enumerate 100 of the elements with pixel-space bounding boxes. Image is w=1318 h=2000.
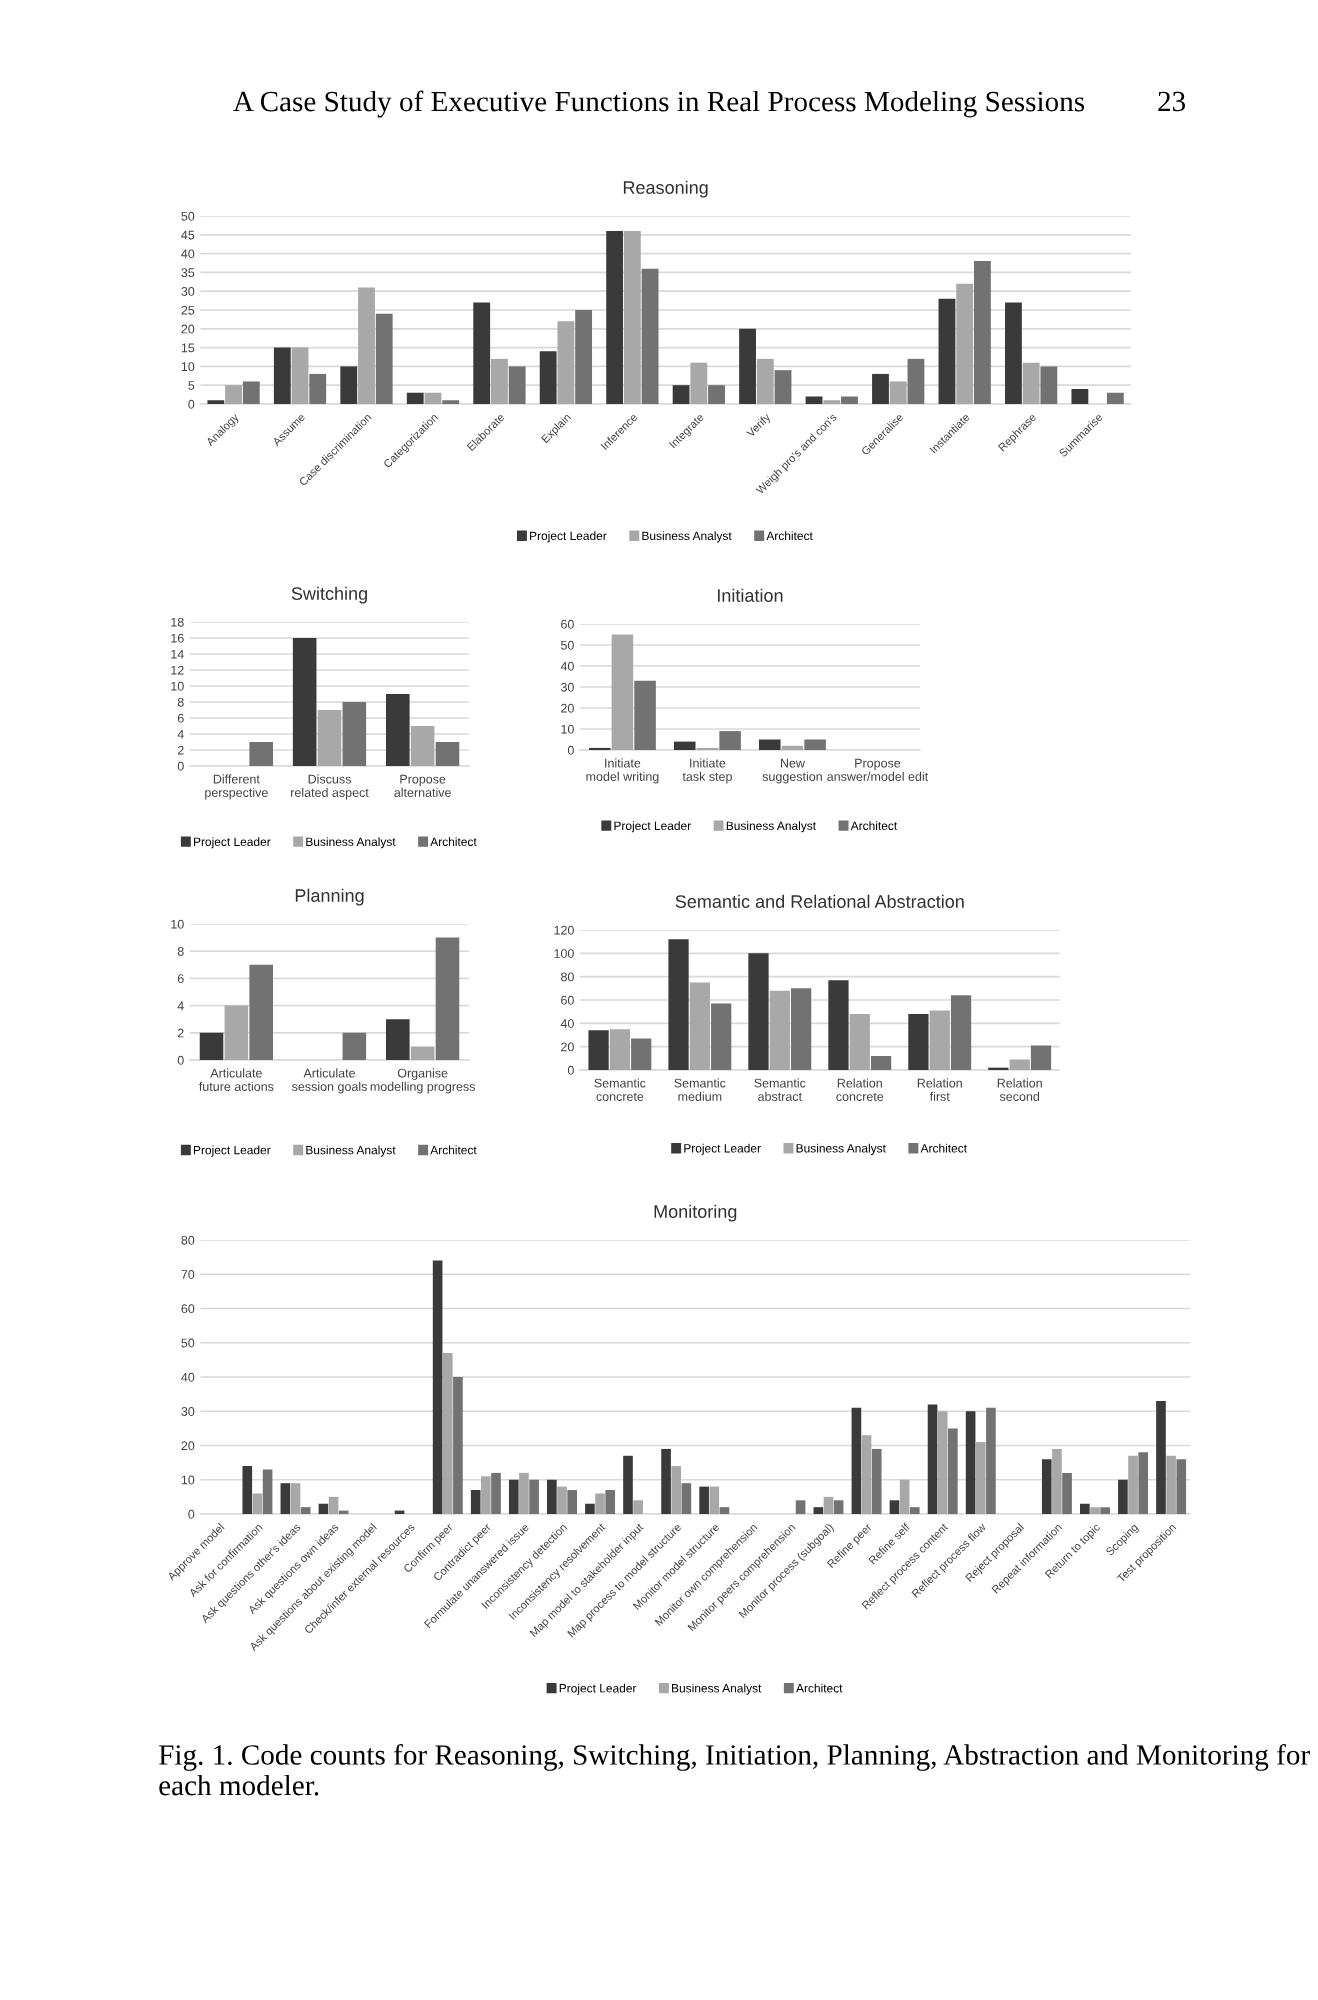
bar [1100, 1507, 1110, 1514]
bar [681, 1483, 692, 1514]
text: A Case Study of Executive Functions in Real Process Modeling Sessions [233, 90, 1085, 118]
bar [927, 1404, 938, 1514]
bar [242, 381, 260, 404]
bar [585, 1503, 595, 1514]
bar [791, 988, 812, 1070]
bar [1052, 1448, 1062, 1514]
bar [633, 1500, 643, 1514]
bar [410, 726, 435, 766]
bar [1040, 366, 1058, 404]
bar [833, 1500, 844, 1514]
bar [290, 1483, 301, 1514]
bar [557, 1486, 567, 1514]
bar [453, 1377, 463, 1514]
bar [519, 1472, 529, 1514]
bar [595, 1493, 605, 1514]
bar [938, 298, 956, 404]
bar [774, 370, 792, 404]
bar [823, 1496, 834, 1514]
bar [719, 1507, 730, 1514]
bar [1022, 362, 1040, 404]
bar [199, 1032, 224, 1060]
bar [508, 366, 526, 404]
bar [813, 1507, 824, 1514]
bar [340, 366, 358, 404]
bar [481, 1476, 491, 1514]
bar [605, 1490, 616, 1514]
bar [328, 1496, 339, 1514]
chart-title: Monitoring [654, 1204, 737, 1222]
bar [567, 1490, 577, 1514]
bar [342, 1032, 367, 1060]
bar [473, 302, 491, 404]
bar [1005, 302, 1022, 404]
bar [491, 1472, 501, 1514]
bar [699, 1486, 709, 1514]
bar [739, 328, 756, 404]
bar [973, 261, 991, 404]
bar [432, 1260, 443, 1514]
bar [606, 231, 624, 404]
bar [1062, 1472, 1072, 1514]
bar [708, 385, 725, 404]
bar [668, 939, 689, 1070]
bar [435, 937, 460, 1060]
bar [249, 742, 273, 766]
bar [273, 347, 291, 404]
bar [1071, 388, 1089, 404]
text: 23 [1158, 91, 1186, 112]
bar [795, 1500, 806, 1514]
bar [748, 953, 769, 1070]
bar [1030, 1045, 1052, 1070]
bar [851, 1407, 862, 1514]
bar [1090, 1507, 1100, 1514]
bar [631, 1038, 652, 1070]
bar [674, 741, 696, 750]
bar [249, 964, 273, 1060]
bar [611, 634, 634, 750]
bar [342, 702, 367, 766]
bar [375, 313, 393, 404]
bar [318, 1503, 329, 1514]
caption: Fig. 1. Code counts for Reasoning, Switching, Initiation, Planning, Abstraction and Monitoring for each modeler. [159, 1744, 1310, 1796]
bar [508, 1479, 519, 1514]
bar [870, 1056, 892, 1070]
bar [889, 1500, 900, 1514]
chart-title: Initiation [717, 588, 783, 602]
bar [909, 1507, 920, 1514]
bar [1041, 1459, 1052, 1514]
bar [300, 1507, 311, 1514]
bar [410, 1046, 435, 1060]
bar [756, 358, 774, 404]
bar [491, 358, 508, 404]
bar [872, 373, 889, 404]
bar [871, 1448, 882, 1514]
bar [689, 982, 710, 1070]
bar [671, 1466, 682, 1514]
bar [252, 1493, 263, 1514]
bar [406, 392, 424, 404]
bar [1106, 392, 1124, 404]
bar [529, 1479, 539, 1514]
bar [769, 990, 790, 1070]
chart-title: Switching [291, 586, 367, 604]
bar [309, 373, 327, 404]
bar [358, 287, 375, 404]
bar [889, 381, 907, 404]
bar [588, 1030, 609, 1070]
bar [442, 1353, 453, 1514]
bar [907, 358, 925, 404]
bar [623, 231, 641, 404]
bar [672, 385, 690, 404]
bar [224, 1005, 249, 1060]
bar [539, 351, 557, 404]
bar [547, 1479, 557, 1514]
bar [950, 995, 972, 1070]
bar [242, 1466, 253, 1514]
bar [280, 1483, 291, 1514]
bar [759, 739, 781, 750]
bar [1156, 1400, 1166, 1514]
bar [262, 1469, 273, 1514]
bar [841, 396, 858, 404]
bar [986, 1407, 996, 1514]
